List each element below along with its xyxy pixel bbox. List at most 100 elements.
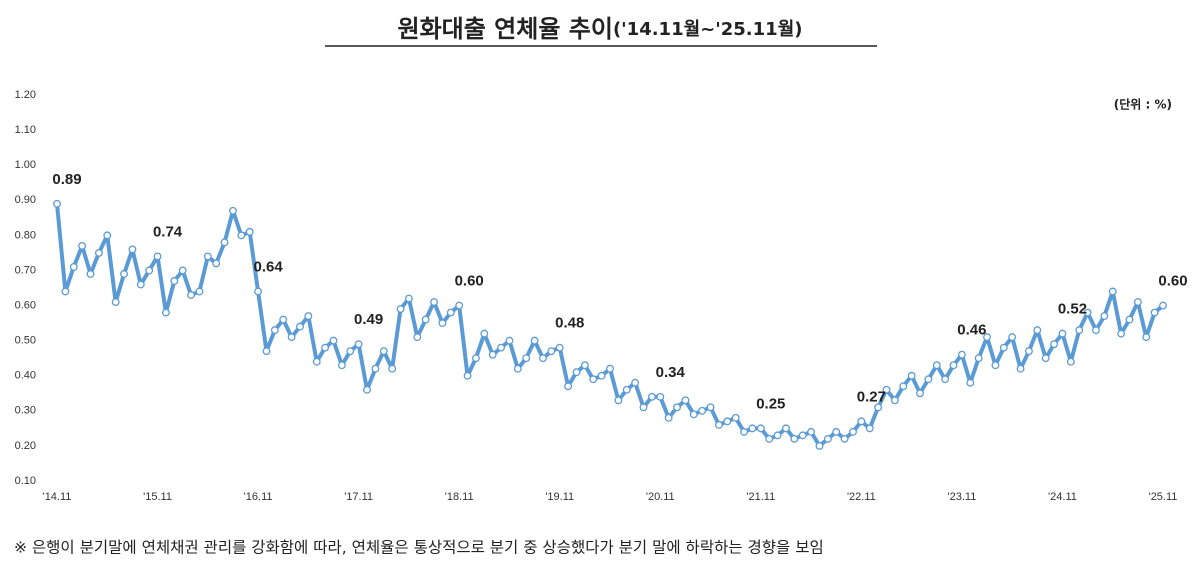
data-label: 0.48 (555, 315, 584, 332)
data-point (1050, 340, 1059, 349)
data-point (53, 199, 61, 208)
data-point (941, 375, 950, 384)
data-point (815, 441, 824, 450)
data-point (807, 427, 816, 436)
data-point (874, 403, 883, 412)
data-point (916, 389, 924, 398)
data-label: 0.34 (656, 364, 686, 381)
data-point (1024, 347, 1033, 356)
y-tick-label: 0.40 (15, 370, 36, 382)
data-point (647, 392, 656, 401)
data-label: 0.60 (455, 273, 484, 290)
x-tick-label: '15.11 (143, 491, 172, 503)
data-point (497, 343, 506, 352)
data-point (471, 354, 480, 363)
data-point (379, 347, 388, 356)
data-point (1108, 287, 1117, 296)
data-point (857, 417, 866, 426)
data-point (430, 298, 438, 306)
data-point (606, 364, 614, 373)
y-tick-label: 0.30 (15, 405, 36, 417)
data-label: 0.74 (153, 223, 183, 240)
data-point (413, 333, 422, 342)
x-tick-label: '17.11 (344, 491, 373, 503)
data-point (1033, 326, 1042, 335)
chart-title: 원화대출 연체율 추이('14.11월~'25.11월) (398, 15, 803, 43)
data-point (907, 371, 916, 380)
data-point (161, 308, 170, 317)
data-point (287, 333, 296, 342)
data-point (656, 392, 665, 401)
data-point (966, 378, 975, 387)
x-tick-label: '19.11 (545, 491, 574, 503)
data-point (899, 382, 908, 391)
y-tick-label: 0.50 (15, 335, 36, 347)
data-point (589, 375, 598, 384)
data-point (1092, 326, 1100, 335)
data-point (974, 354, 983, 363)
data-point (983, 333, 991, 342)
data-point (790, 434, 799, 443)
data-point (580, 361, 589, 370)
data-point (438, 319, 447, 328)
data-point (991, 361, 1000, 370)
data-point (513, 364, 522, 373)
data-point (145, 266, 154, 275)
data-point (279, 315, 288, 324)
data-point (505, 336, 514, 345)
data-point (1100, 312, 1109, 321)
data-point (371, 364, 380, 373)
data-point (488, 350, 497, 359)
data-point (999, 343, 1008, 352)
data-point (756, 424, 765, 433)
data-point (120, 270, 128, 278)
data-point (1133, 298, 1142, 306)
data-point (731, 413, 740, 422)
data-point (446, 308, 455, 317)
data-point (321, 343, 330, 352)
x-tick-label: '23.11 (948, 491, 977, 503)
data-point (195, 287, 204, 296)
data-point (103, 231, 112, 240)
data-point (932, 361, 941, 370)
data-point (547, 347, 556, 356)
data-point (111, 298, 120, 306)
x-tick-label: '20.11 (646, 491, 675, 503)
title-main: 원화대출 연체율 추이 (398, 15, 613, 43)
data-point (773, 431, 782, 440)
data-label: 0.89 (52, 171, 81, 188)
unit-label: (단위 : %) (1114, 97, 1172, 112)
data-point (782, 424, 790, 433)
title-range: ('14.11월~'25.11월) (613, 19, 803, 40)
y-tick-label: 0.60 (15, 299, 36, 311)
data-point (890, 396, 899, 405)
data-point (673, 403, 681, 412)
x-tick-label: '25.11 (1149, 491, 1178, 503)
data-point (1142, 333, 1151, 342)
data-point (220, 238, 229, 247)
data-label: 0.52 (1058, 301, 1087, 318)
x-tick-label: '18.11 (445, 491, 474, 503)
y-tick-label: 0.90 (15, 194, 36, 206)
data-point (614, 396, 623, 405)
data-point (187, 291, 196, 299)
x-tick-label: '16.11 (244, 491, 273, 503)
data-point (924, 375, 933, 384)
data-point (1016, 364, 1025, 373)
data-point (1041, 354, 1050, 363)
data-point (404, 294, 413, 303)
data-point (957, 350, 966, 359)
data-point (237, 231, 246, 240)
data-point (597, 371, 606, 380)
data-point (329, 336, 338, 345)
data-point (622, 385, 631, 394)
data-point (840, 434, 849, 443)
data-point (203, 252, 212, 261)
data-point (421, 315, 430, 324)
data-label: 0.27 (857, 388, 886, 405)
data-label: 0.25 (756, 395, 785, 412)
data-label: 0.46 (957, 322, 986, 339)
y-tick-label: 0.20 (15, 440, 36, 452)
data-point (337, 361, 346, 370)
data-point (86, 270, 95, 278)
